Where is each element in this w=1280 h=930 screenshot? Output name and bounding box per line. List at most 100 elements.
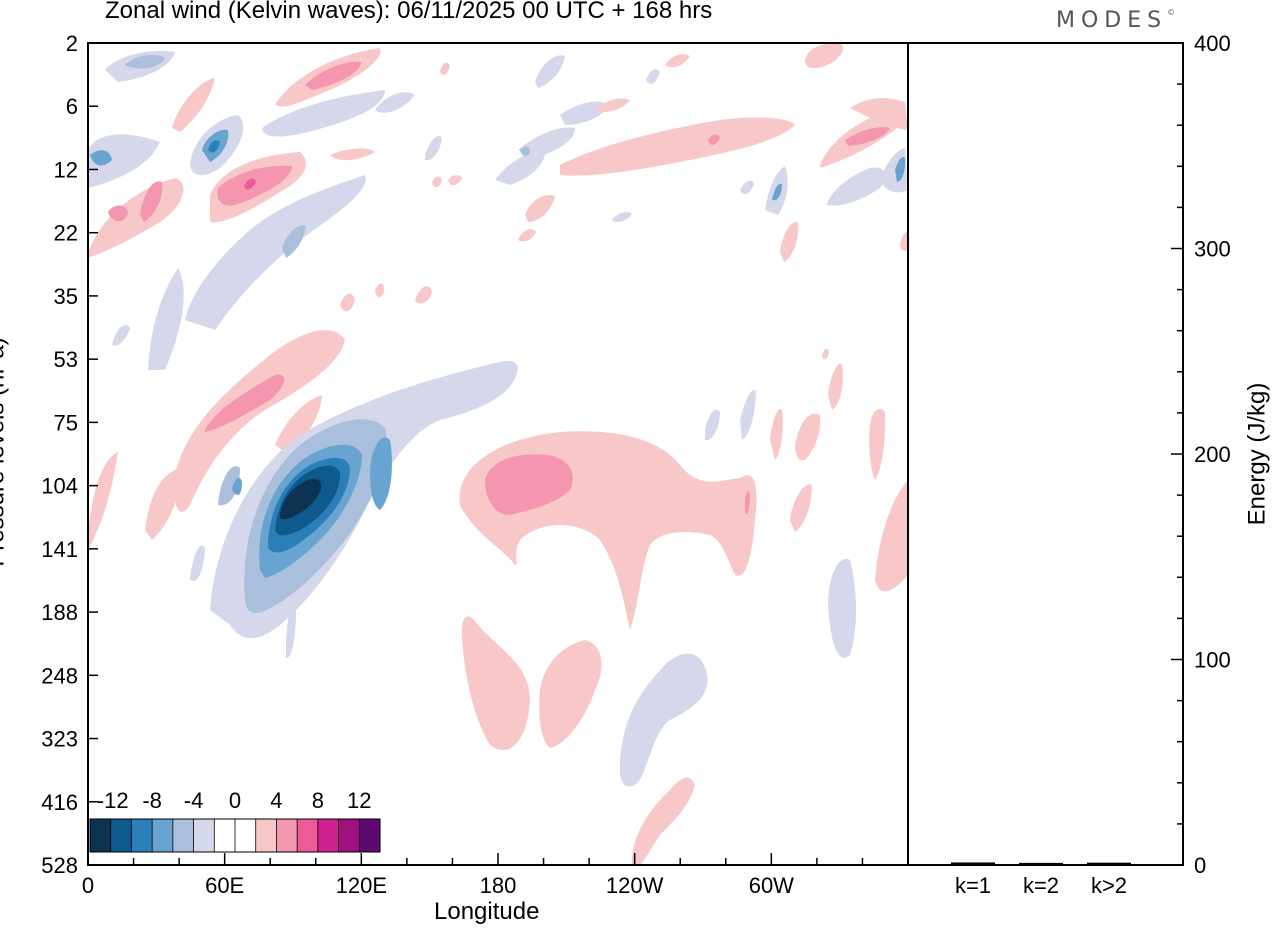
contour-region-81 [612, 212, 632, 222]
contour-region-23 [174, 330, 345, 512]
colorbar-swatch-8 [235, 819, 257, 852]
colorbar-swatch-13 [338, 819, 360, 852]
colorbar-swatch-1 [90, 819, 112, 852]
y-tick-label: 188 [41, 600, 78, 625]
contour-region-85 [440, 62, 450, 75]
contour-region-12 [208, 140, 220, 153]
contour-region-66 [895, 157, 906, 182]
colorbar-swatch-11 [297, 819, 319, 852]
contour-region-29 [375, 283, 385, 298]
colorbar-swatch-4 [152, 819, 174, 852]
contour-region-71 [495, 151, 545, 185]
y-tick-label: 35 [54, 284, 78, 309]
contour-region-84 [805, 43, 844, 68]
contour-region-90 [822, 348, 829, 360]
contour-region-77 [780, 221, 799, 262]
contour-region-73 [520, 146, 530, 157]
contour-region-30 [415, 286, 432, 304]
contour-region-21 [148, 268, 184, 370]
contour-region-35 [286, 606, 296, 659]
y-tick-label: 248 [41, 663, 78, 688]
colorbar-label: 0 [229, 788, 241, 813]
y-tick-label: 75 [54, 410, 78, 435]
contour-region-88 [425, 135, 442, 161]
contour-region-19 [185, 175, 366, 330]
contour-region-24 [205, 374, 285, 432]
colorbar-swatch-2 [110, 819, 132, 852]
contour-region-36 [190, 545, 205, 581]
logo-text: MODES [1056, 8, 1168, 33]
colorbar-label: 4 [270, 788, 282, 813]
colorbar-swatch-14 [359, 819, 381, 852]
y-tick-label: 12 [54, 157, 78, 182]
contour-region-52 [828, 559, 856, 658]
energy-tick-label: 300 [1194, 237, 1231, 262]
modes-logo: MODES© [1056, 8, 1175, 33]
colorbar-swatch-3 [131, 819, 153, 852]
wind-contour-field [88, 43, 908, 865]
colorbar-swatch-9 [255, 819, 277, 852]
x-tick-label: 180 [480, 873, 517, 898]
x-tick-label: 60W [749, 873, 794, 898]
contour-region-82 [595, 98, 630, 112]
contour-region-56 [828, 364, 843, 410]
contour-region-27 [145, 468, 182, 540]
contour-region-18 [262, 90, 385, 137]
x-axis-title: Longitude [434, 898, 540, 925]
contour-region-89 [740, 180, 754, 195]
contour-region-58 [770, 409, 783, 460]
colorbar-label: -4 [184, 788, 204, 813]
y-tick-label: 323 [41, 727, 78, 752]
colorbar-label: -12 [97, 788, 129, 813]
contour-region-14 [125, 54, 165, 69]
energy-category-label: k=2 [1023, 873, 1059, 898]
colorbar-swatch-6 [193, 819, 215, 852]
contour-region-80 [646, 69, 660, 85]
contour-region-48 [461, 616, 530, 750]
energy-category-label: k>2 [1091, 873, 1127, 898]
contour-region-50 [620, 653, 708, 787]
y-tick-label: 104 [41, 474, 78, 499]
energy-tick-label: 0 [1194, 853, 1206, 878]
colorbar-label: 8 [312, 788, 324, 813]
contour-region-62 [845, 127, 890, 146]
contour-region-17 [305, 61, 362, 90]
contour-region-54 [795, 413, 821, 461]
colorbar-label: -8 [142, 788, 162, 813]
contour-region-70 [708, 134, 720, 146]
contour-region-1 [88, 452, 118, 550]
colorbar-swatch-12 [317, 819, 339, 852]
contour-region-44 [280, 478, 322, 520]
energy-bar-1 [951, 862, 995, 865]
contour-region-9 [244, 178, 256, 190]
contour-region-75 [525, 194, 555, 222]
energy-tick-label: 400 [1194, 31, 1231, 56]
energy-tick-label: 200 [1194, 442, 1231, 467]
contour-region-3 [108, 205, 128, 222]
contour-region-76 [518, 229, 536, 242]
colorbar-swatch-10 [276, 819, 298, 852]
contour-region-41 [232, 477, 242, 496]
energy-bars: k=1 k=2 k>2 [951, 862, 1131, 898]
contour-region-68 [772, 183, 782, 201]
x-tick-label: 120W [606, 873, 664, 898]
energy-category-label: k=1 [955, 873, 991, 898]
y-tick-label: 6 [66, 94, 78, 119]
contour-region-87 [448, 175, 462, 186]
contour-region-64 [826, 167, 886, 206]
contour-region-63 [850, 98, 908, 130]
contour-region-78 [900, 231, 908, 251]
contour-region-69 [560, 117, 795, 176]
contour-region-46 [485, 454, 573, 515]
contour-region-5 [88, 134, 160, 188]
x-tick-label: 120E [336, 873, 387, 898]
colorbar-swatch-5 [172, 819, 194, 852]
contour-region-74 [560, 101, 608, 125]
contour-region-51 [631, 777, 695, 865]
contour-region-72 [518, 127, 575, 158]
x-tick-label: 60E [205, 873, 244, 898]
energy-axis: 0 100 200 300 400 [1171, 31, 1231, 878]
y-tick-label: 528 [41, 853, 78, 878]
contour-region-86 [432, 176, 442, 188]
